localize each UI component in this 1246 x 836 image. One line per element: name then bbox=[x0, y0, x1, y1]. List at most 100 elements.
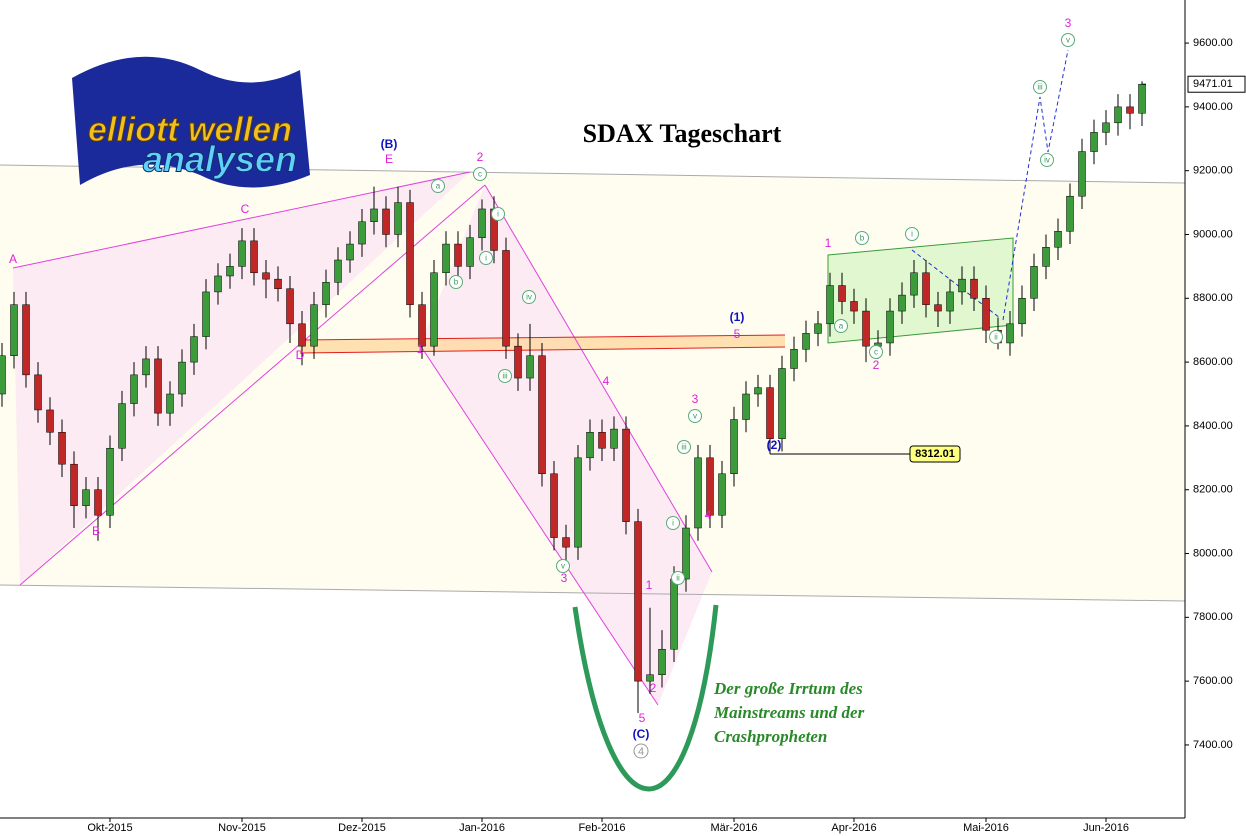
wave-circle bbox=[677, 440, 691, 454]
annotations: 8312.01 A B C D E 2 1 4 3 1 2 5 3 4 5 1 2 3 (B) (C) (1) (2) a b c… bbox=[9, 16, 1075, 759]
candle-body bbox=[394, 202, 402, 235]
wave-label: 2 bbox=[873, 358, 880, 372]
candle-body bbox=[502, 250, 510, 347]
candle-body bbox=[790, 349, 798, 369]
y-tick-label: 8800.00 bbox=[1193, 292, 1233, 304]
bottom-curve bbox=[572, 604, 719, 792]
candle-body bbox=[574, 457, 582, 548]
candle-body bbox=[94, 489, 102, 516]
flag-fill bbox=[828, 238, 1013, 343]
wave-label: 4 bbox=[603, 374, 610, 388]
candle-body bbox=[370, 208, 378, 222]
logo: elliott wellen analysen bbox=[72, 56, 310, 188]
x-tick-label: Jun-2016 bbox=[1083, 822, 1129, 834]
wave-label: (1) bbox=[730, 310, 745, 324]
candle-body bbox=[190, 336, 198, 363]
candle-body bbox=[442, 243, 450, 274]
wave-label: 4 bbox=[638, 746, 644, 758]
wave-label: ii bbox=[676, 574, 680, 583]
candle-body bbox=[754, 387, 762, 395]
candle-body bbox=[478, 208, 486, 238]
x-tick-label: Jan-2016 bbox=[459, 822, 505, 834]
candle-body bbox=[514, 345, 522, 379]
wave-circle bbox=[869, 345, 883, 359]
wave-label: c bbox=[874, 348, 878, 357]
y-tick-label: 9200.00 bbox=[1193, 165, 1233, 177]
candle-body bbox=[310, 304, 318, 347]
comment-line: Der große Irrtum des bbox=[713, 679, 863, 698]
candle-body bbox=[1066, 195, 1074, 232]
candle-body bbox=[670, 578, 678, 650]
candle-body bbox=[226, 266, 234, 277]
candle-body bbox=[682, 527, 690, 580]
wave-label: iii bbox=[502, 372, 508, 381]
wave-label: iii bbox=[1037, 83, 1043, 92]
wave-label: 4 bbox=[705, 508, 712, 522]
candle-body bbox=[538, 355, 546, 475]
wave-label: 5 bbox=[639, 711, 646, 725]
candle-body bbox=[70, 463, 78, 506]
wave-circle bbox=[479, 251, 493, 265]
candle-body bbox=[358, 221, 366, 245]
wave-circle bbox=[491, 207, 505, 221]
wave-label: 3 bbox=[692, 392, 699, 406]
wave-circle bbox=[905, 227, 919, 241]
y-tick-label: 9400.00 bbox=[1193, 101, 1233, 113]
candle-body bbox=[202, 291, 210, 337]
wave-label: v bbox=[1066, 36, 1070, 45]
candle-body bbox=[1054, 231, 1062, 248]
wave-label: a bbox=[839, 322, 844, 331]
wave-label: 2 bbox=[650, 681, 657, 695]
candle-body bbox=[22, 304, 30, 376]
wave-label: (C) bbox=[633, 727, 650, 741]
candle-body bbox=[958, 278, 966, 293]
wave-circle bbox=[666, 516, 680, 530]
wave-label: C bbox=[241, 202, 250, 216]
candle-body bbox=[946, 291, 954, 312]
candle-body bbox=[694, 457, 702, 529]
candle-body bbox=[550, 473, 558, 538]
x-tick-label: Okt-2015 bbox=[87, 822, 132, 834]
candle-body bbox=[610, 428, 618, 449]
candle-body bbox=[322, 282, 330, 305]
candle-body bbox=[826, 285, 834, 325]
wave-circle bbox=[855, 231, 869, 245]
wave-circle bbox=[989, 330, 1003, 344]
comment-line: Mainstreams und der bbox=[713, 703, 865, 722]
wave-circle bbox=[431, 179, 445, 193]
wave-label: 3 bbox=[561, 571, 568, 585]
candle-body bbox=[922, 272, 930, 305]
logo-text: elliott wellen bbox=[88, 111, 292, 149]
candles bbox=[0, 81, 1146, 714]
candle-body bbox=[46, 409, 54, 433]
wave-label: iv bbox=[526, 293, 532, 302]
candle-body bbox=[214, 275, 222, 293]
candle-body bbox=[34, 374, 42, 411]
candle-body bbox=[1114, 106, 1122, 124]
candle-body bbox=[1090, 132, 1098, 152]
wave-circle bbox=[834, 319, 848, 333]
last-price-box bbox=[1187, 75, 1246, 93]
wave-label: iv bbox=[1044, 156, 1050, 165]
candle-body bbox=[298, 323, 306, 347]
candle-body bbox=[766, 387, 774, 439]
candle-body bbox=[910, 272, 918, 296]
y-tick-label: 7400.00 bbox=[1193, 739, 1233, 751]
wave-circle bbox=[449, 275, 463, 289]
range-line bbox=[0, 584, 1186, 602]
candle-body bbox=[982, 298, 990, 331]
comment-line: Crashpropheten bbox=[714, 727, 827, 746]
wave-circle bbox=[1040, 153, 1054, 167]
wave-label: c bbox=[478, 170, 482, 179]
candle-body bbox=[934, 304, 942, 312]
wave-label: E bbox=[385, 152, 393, 166]
candle-body bbox=[838, 285, 846, 302]
candle-body bbox=[898, 294, 906, 312]
candle-body bbox=[850, 301, 858, 312]
last-price-label: 9471.01 bbox=[1193, 78, 1233, 90]
wave-label: 3 bbox=[1065, 16, 1072, 30]
candle-body bbox=[598, 432, 606, 449]
candle-body bbox=[286, 288, 294, 325]
x-axis-area bbox=[0, 818, 1246, 836]
y-tick-label: 9600.00 bbox=[1193, 37, 1233, 49]
